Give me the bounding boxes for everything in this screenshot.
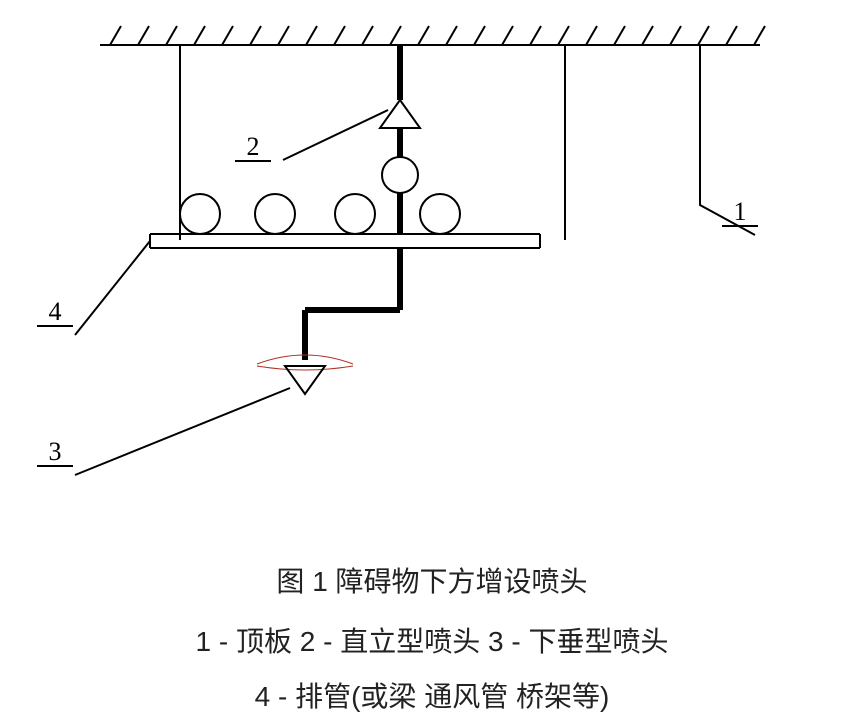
ceiling-hatch (278, 26, 289, 45)
leader-line-4 (75, 241, 150, 335)
leader-label-2: 2 (247, 132, 260, 161)
ceiling-hatch (138, 26, 149, 45)
leader-label-4: 4 (49, 297, 62, 326)
ceiling-hatch (642, 26, 653, 45)
ceiling-hatch (390, 26, 401, 45)
figure-legend-line-1: 1 - 顶板 2 - 直立型喷头 3 - 下垂型喷头 (0, 620, 864, 660)
leader-label-1: 1 (734, 197, 747, 226)
leader-label-3: 3 (49, 437, 62, 466)
leader-line-2 (283, 110, 388, 160)
ceiling-hatch (586, 26, 597, 45)
duct-circle (420, 194, 460, 234)
duct-circle (335, 194, 375, 234)
ceiling-hatch (306, 26, 317, 45)
duct-circle (180, 194, 220, 234)
ceiling-hatch (222, 26, 233, 45)
duct-circle (255, 194, 295, 234)
ceiling-hatch (558, 26, 569, 45)
upright-sprinkler-head (380, 100, 420, 128)
ceiling-hatch (502, 26, 513, 45)
ceiling-hatch (418, 26, 429, 45)
ceiling-hatch (614, 26, 625, 45)
figure-legend-line-2: 4 - 排管(或梁 通风管 桥架等) (0, 675, 864, 715)
ceiling-hatch (362, 26, 373, 45)
ceiling-hatch (194, 26, 205, 45)
figure-title: 图 1 障碍物下方增设喷头 (0, 560, 864, 600)
ceiling-hatch (334, 26, 345, 45)
ceiling-hatch (110, 26, 121, 45)
leader-line-1 (700, 45, 755, 235)
ceiling-hatch (530, 26, 541, 45)
leader-line-3 (75, 388, 290, 475)
ceiling-hatch (754, 26, 765, 45)
ceiling-hatch (250, 26, 261, 45)
ceiling-hatch (698, 26, 709, 45)
ceiling-hatch (670, 26, 681, 45)
sprinkler-diagram: 1 2 4 3 (0, 0, 864, 500)
ceiling-hatch (166, 26, 177, 45)
ceiling-hatch (726, 26, 737, 45)
ceiling-hatch (446, 26, 457, 45)
ceiling-hatch (474, 26, 485, 45)
upright-body-circle (382, 157, 418, 193)
